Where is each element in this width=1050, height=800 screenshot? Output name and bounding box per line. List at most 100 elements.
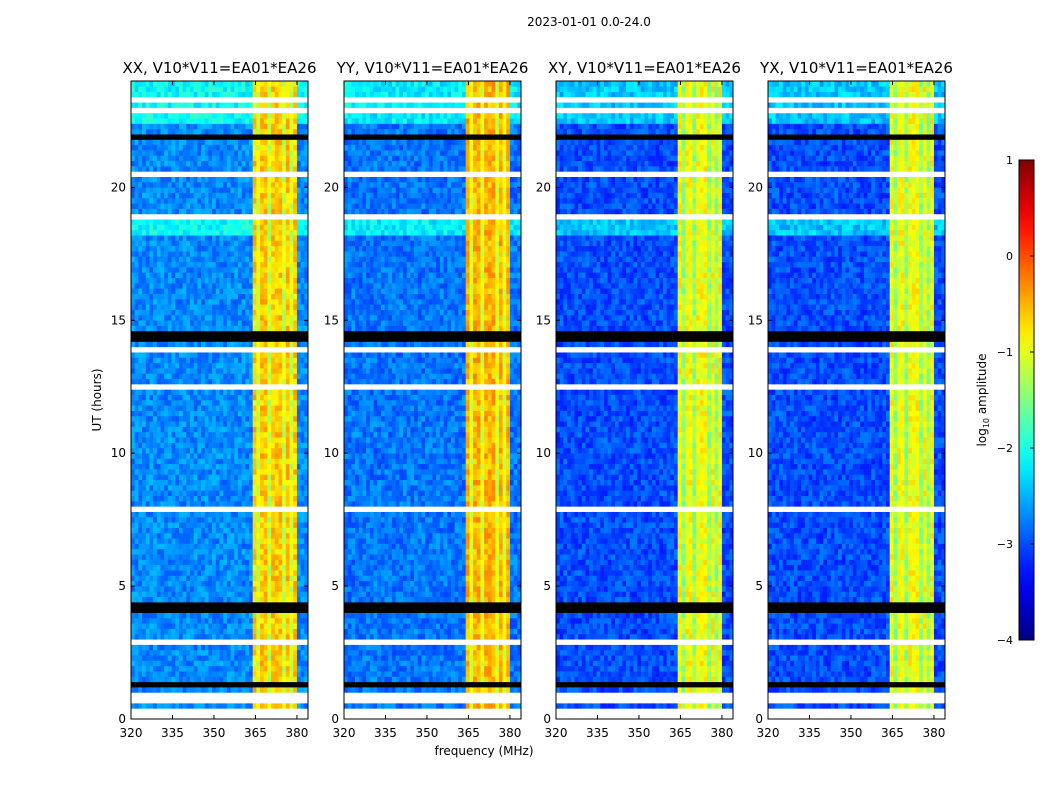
- heatmap-cell: [256, 384, 261, 390]
- heatmap-cell: [282, 538, 287, 544]
- heatmap-cell: [230, 713, 235, 720]
- heatmap-cell: [178, 564, 183, 571]
- heatmap-cell: [190, 213, 194, 220]
- heatmap-cell: [201, 219, 206, 225]
- heatmap-cell: [134, 378, 139, 385]
- heatmap-cell: [145, 330, 150, 337]
- heatmap-cell: [267, 304, 272, 310]
- heatmap-cell: [160, 341, 165, 348]
- heatmap-cell: [223, 554, 228, 560]
- heatmap-cell: [256, 426, 261, 433]
- heatmap-cell: [134, 400, 139, 406]
- heatmap-cell: [282, 373, 287, 380]
- heatmap-cell: [175, 612, 180, 619]
- heatmap-cell: [182, 522, 187, 528]
- heatmap-cell: [241, 671, 246, 677]
- heatmap-cell: [138, 373, 143, 380]
- heatmap-cell: [171, 538, 176, 544]
- heatmap-cell: [285, 240, 290, 247]
- heatmap-cell: [160, 208, 165, 215]
- heatmap-cell: [304, 431, 309, 438]
- heatmap-cell: [186, 415, 191, 422]
- heatmap-cell: [164, 458, 169, 465]
- heatmap-cell: [149, 660, 154, 667]
- heatmap-cell: [197, 628, 202, 635]
- heatmap-cell: [256, 352, 261, 358]
- heatmap-cell: [160, 362, 165, 369]
- heatmap-cell: [164, 426, 169, 433]
- heatmap-cell: [282, 346, 287, 353]
- heatmap-cell: [171, 330, 176, 337]
- heatmap-cell: [167, 405, 172, 411]
- heatmap-cell: [219, 421, 224, 427]
- heatmap-cell: [249, 208, 253, 215]
- heatmap-cell: [175, 304, 180, 310]
- heatmap-cell: [131, 516, 135, 523]
- heatmap-cell: [153, 580, 158, 587]
- heatmap-cell: [190, 187, 194, 193]
- heatmap-cell: [212, 532, 217, 539]
- heatmap-cell: [212, 623, 217, 629]
- heatmap-cell: [252, 182, 257, 188]
- heatmap-cell: [197, 644, 202, 651]
- heatmap-cell: [167, 192, 172, 199]
- heatmap-cell: [149, 591, 154, 598]
- heatmap-cell: [175, 538, 180, 544]
- heatmap-cell: [226, 298, 231, 305]
- heatmap-cell: [164, 245, 169, 252]
- heatmap-cell: [252, 559, 257, 566]
- heatmap-cell: [131, 415, 135, 422]
- heatmap-cell: [149, 687, 154, 693]
- heatmap-cell: [293, 277, 298, 284]
- heatmap-cell: [153, 384, 158, 390]
- heatmap-cell: [304, 633, 309, 640]
- heatmap-cell: [201, 283, 206, 289]
- heatmap-cell: [237, 554, 242, 560]
- heatmap-cell: [263, 469, 268, 475]
- heatmap-cell: [249, 463, 253, 470]
- heatmap-cell: [230, 516, 235, 523]
- heatmap-cell: [156, 336, 161, 342]
- heatmap-cell: [289, 224, 294, 231]
- heatmap-cell: [234, 229, 239, 236]
- heatmap-cell: [190, 474, 194, 481]
- heatmap-cell: [201, 633, 206, 640]
- heatmap-cell: [178, 298, 183, 305]
- heatmap-cell: [182, 506, 187, 512]
- heatmap-cell: [186, 660, 191, 667]
- heatmap-cell: [160, 453, 165, 459]
- heatmap-cell: [274, 554, 279, 560]
- heatmap-cell: [282, 298, 287, 305]
- heatmap-cell: [226, 485, 231, 491]
- heatmap-cell: [219, 548, 224, 555]
- heatmap-cell: [252, 431, 257, 438]
- heatmap-cell: [178, 394, 183, 401]
- heatmap-cell: [171, 229, 176, 236]
- heatmap-cell: [237, 586, 242, 592]
- heatmap-cell: [212, 639, 217, 645]
- heatmap-cell: [201, 192, 206, 199]
- heatmap-cell: [234, 415, 239, 422]
- heatmap-cell: [156, 644, 161, 651]
- heatmap-cell: [252, 570, 257, 576]
- heatmap-cell: [145, 708, 150, 714]
- heatmap-cell: [193, 612, 198, 619]
- heatmap-cell: [274, 580, 279, 587]
- heatmap-cell: [296, 293, 301, 300]
- heatmap-cell: [149, 495, 154, 502]
- heatmap-cell: [164, 394, 169, 401]
- heatmap-cell: [164, 346, 169, 353]
- heatmap-cell: [285, 570, 290, 576]
- heatmap-cell: [274, 341, 279, 348]
- heatmap-cell: [156, 511, 161, 518]
- heatmap-cell: [256, 298, 261, 305]
- heatmap-cell: [223, 692, 228, 699]
- heatmap-cell: [226, 373, 231, 380]
- heatmap-cell: [278, 522, 283, 528]
- heatmap-cell: [274, 676, 279, 683]
- heatmap-cell: [138, 415, 143, 422]
- heatmap-cell: [164, 336, 169, 342]
- heatmap-cell: [171, 389, 176, 395]
- heatmap-cell: [271, 485, 276, 491]
- heatmap-cell: [190, 431, 194, 438]
